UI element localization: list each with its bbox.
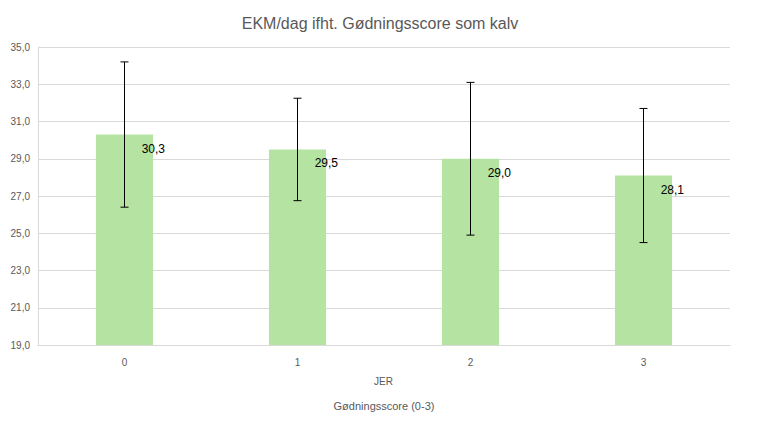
svg-text:30,3: 30,3: [142, 142, 166, 156]
svg-text:EKM/dag ifht. Gødningsscore so: EKM/dag ifht. Gødningsscore som kalv: [242, 15, 519, 32]
svg-text:2: 2: [468, 357, 474, 368]
svg-text:29,5: 29,5: [315, 156, 339, 170]
svg-text:21,0: 21,0: [11, 302, 31, 313]
svg-text:29,0: 29,0: [488, 166, 512, 180]
svg-text:35,0: 35,0: [11, 42, 31, 53]
svg-text:28,1: 28,1: [661, 183, 685, 197]
svg-text:31,0: 31,0: [11, 116, 31, 127]
svg-text:23,0: 23,0: [11, 265, 31, 276]
svg-text:33,0: 33,0: [11, 79, 31, 90]
svg-text:27,0: 27,0: [11, 191, 31, 202]
svg-text:Gødningsscore (0-3): Gødningsscore (0-3): [334, 400, 435, 412]
svg-text:JER: JER: [374, 376, 393, 387]
svg-text:1: 1: [295, 357, 301, 368]
svg-text:0: 0: [122, 357, 128, 368]
svg-text:29,0: 29,0: [11, 153, 31, 164]
svg-text:3: 3: [641, 357, 647, 368]
svg-text:19,0: 19,0: [11, 340, 31, 351]
svg-text:25,0: 25,0: [11, 228, 31, 239]
